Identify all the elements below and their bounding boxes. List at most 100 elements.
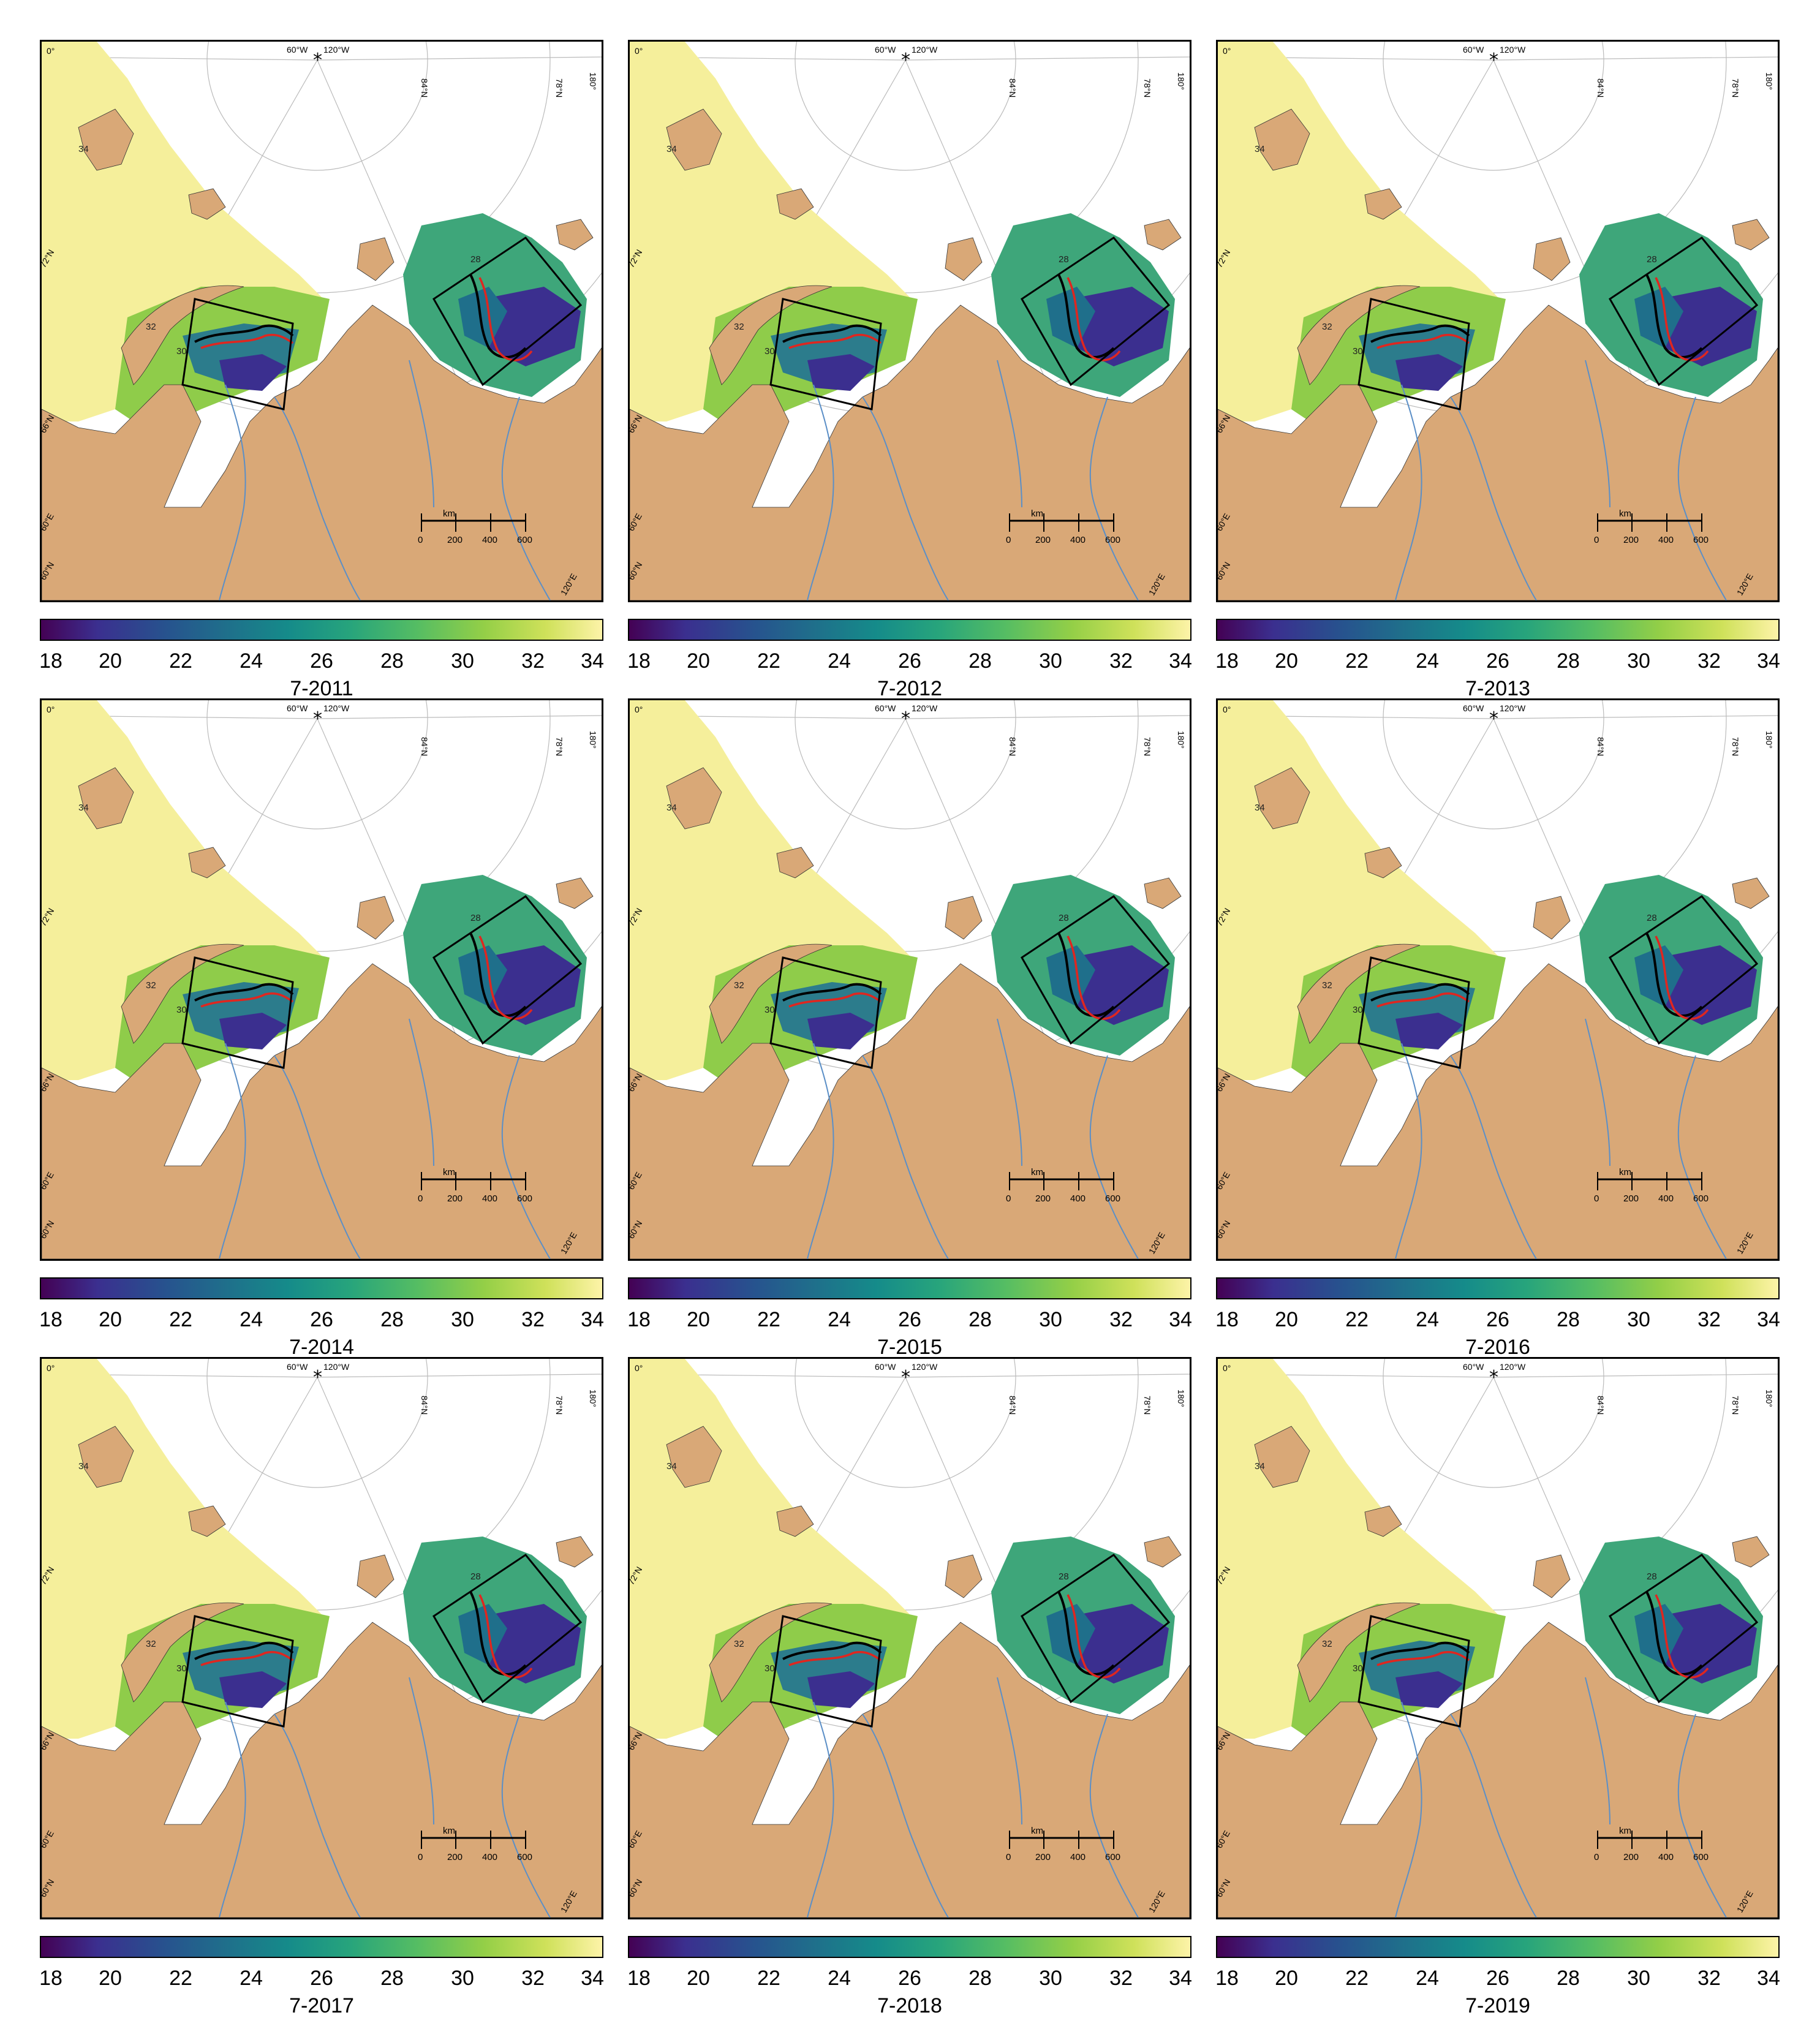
scale-bar: km 0 200 400 600 <box>418 1167 532 1204</box>
lon-label: 180° <box>588 72 598 90</box>
contour-label: 32 <box>1322 1639 1332 1649</box>
scale-bar: km 0 200 400 600 <box>1006 1826 1120 1862</box>
severnaya-zemlya <box>945 237 983 281</box>
map-panel: 34 32 30 28 * 60°W 120°W 84°N 78°N 180° … <box>1215 698 1780 1360</box>
colorbar-tick-label: 34 <box>581 1967 604 1990</box>
colorbar <box>628 1277 1191 1299</box>
scale-tick: 400 <box>1070 535 1086 545</box>
svalbard <box>78 108 134 171</box>
contour-label: 28 <box>1059 1571 1069 1582</box>
contour-label: 32 <box>734 1639 744 1649</box>
lon-label: 180° <box>1764 1389 1774 1407</box>
colorbar-tick-label: 18 <box>627 649 651 673</box>
scale-tick: 600 <box>1105 535 1120 545</box>
contour-label: 34 <box>666 1461 677 1472</box>
scale-tick: 200 <box>1623 1852 1639 1862</box>
lat-label: 78°N <box>1142 737 1152 756</box>
colorbar-tick-label: 28 <box>380 649 404 673</box>
colorbar-tick-label: 30 <box>1039 649 1062 673</box>
novaya-zemlya <box>1297 1602 1421 1703</box>
map-panel: 34 32 30 28 * 60°W 120°W 84°N 78°N 180° … <box>627 40 1192 701</box>
lena-plume <box>1659 287 1757 366</box>
scale-tick: 0 <box>1006 1193 1011 1204</box>
contour-label: 28 <box>1647 913 1657 923</box>
colorbar <box>40 1936 603 1958</box>
isohaline-black-laptev <box>1057 1591 1115 1676</box>
colorbar-tick-label: 26 <box>310 1967 333 1990</box>
colorbar-tick-label: 30 <box>451 649 474 673</box>
north-pole-marker: * <box>1489 1367 1498 1388</box>
colorbar-tick-label: 30 <box>451 1308 474 1331</box>
scale-tick: 400 <box>482 535 497 545</box>
lon-label: 180° <box>588 731 598 749</box>
panel-title: 7-2012 <box>877 677 942 700</box>
scale-tick: 0 <box>1006 535 1011 545</box>
colorbar-tick-label: 28 <box>1557 1308 1580 1331</box>
colorbar-tick-label: 24 <box>828 649 851 673</box>
kara-study-box <box>769 956 882 1069</box>
novaya-zemlya <box>709 943 833 1044</box>
rivers <box>219 1677 551 1918</box>
colorbar-tick-label: 20 <box>1275 1967 1298 1990</box>
scale-tick: 200 <box>1035 535 1051 545</box>
contour-label: 30 <box>1353 1005 1363 1015</box>
north-pole-marker: * <box>313 708 322 730</box>
lat-label: 78°N <box>1142 78 1152 97</box>
contour-label: 32 <box>734 322 744 332</box>
ob-plume <box>807 1671 875 1708</box>
lat-label: 84°N <box>1008 1396 1018 1415</box>
kara-study-box <box>1357 1615 1470 1728</box>
new-siberian-islands <box>1732 1536 1770 1568</box>
colorbar-tick-label: 24 <box>1416 1967 1439 1990</box>
ob-plume <box>807 1013 875 1049</box>
colorbar-ticks: 18 20 22 24 26 28 30 32 34 <box>627 1308 1192 1332</box>
panel-title: 7-2019 <box>1465 1994 1530 2017</box>
colorbar-ticks: 18 20 22 24 26 28 30 32 34 <box>39 1967 604 1991</box>
colorbar-tick-label: 26 <box>898 649 921 673</box>
colorbar-tick-label: 34 <box>581 649 604 673</box>
scale-tick: 200 <box>447 535 463 545</box>
laptev-study-box <box>1609 236 1759 387</box>
colorbar-tick-label: 28 <box>380 1308 404 1331</box>
scale-bar: km 0 200 400 600 <box>418 508 532 545</box>
colorbar <box>628 619 1191 641</box>
scale-tick: 600 <box>517 535 532 545</box>
lat-label: 78°N <box>554 1396 564 1415</box>
colorbar-tick-label: 18 <box>627 1308 651 1331</box>
colorbar-ticks: 18 20 22 24 26 28 30 32 34 <box>1215 1308 1780 1332</box>
meridian-label: 60°W <box>875 45 896 55</box>
salinity-map: 34 32 30 28 * 60°W 120°W 84°N 78°N 180° … <box>40 1357 603 1919</box>
colorbar-tick-label: 22 <box>169 649 192 673</box>
meridian-label: 120°W <box>1500 45 1526 55</box>
colorbar-tick-label: 34 <box>1757 649 1780 673</box>
colorbar-tick-label: 32 <box>521 649 545 673</box>
laptev-mid <box>1634 287 1683 348</box>
contour-label: 30 <box>176 1005 187 1015</box>
franz-josef-land <box>1364 847 1402 879</box>
scale-unit: km <box>443 1167 455 1177</box>
meridian-label: 60°W <box>287 703 308 713</box>
scale-tick: 600 <box>517 1193 532 1204</box>
rivers <box>219 1018 551 1259</box>
colorbar-tick-label: 32 <box>521 1308 545 1331</box>
colorbar-tick-label: 18 <box>1215 649 1239 673</box>
colorbar-tick-label: 30 <box>1627 1308 1650 1331</box>
colorbar-tick-label: 22 <box>1345 1967 1369 1990</box>
map-panel: 34 32 30 28 * 60°W 120°W 84°N 78°N 180° … <box>1215 1357 1780 2019</box>
kara-study-box <box>181 298 294 410</box>
isohaline-black-kara <box>782 324 882 343</box>
laptev-mid <box>1046 287 1095 348</box>
contour-label: 34 <box>1255 1461 1265 1472</box>
meridian-label: 120°W <box>1500 703 1526 713</box>
colorbar <box>1216 1936 1780 1958</box>
eurasia-land <box>630 1622 1190 1918</box>
north-pole-marker: * <box>313 50 322 71</box>
kara-study-box <box>769 298 882 410</box>
colorbar-tick-label: 18 <box>1215 1308 1239 1331</box>
colorbar-tick-label: 20 <box>1275 649 1298 673</box>
colorbar-tick-label: 20 <box>99 1967 122 1990</box>
map-svg: 34 32 30 28 * 60°W 120°W 84°N 78°N 180° … <box>42 42 602 600</box>
map-svg: 34 32 30 28 * 60°W 120°W 84°N 78°N 180° … <box>42 1359 602 1918</box>
svalbard <box>1254 108 1310 171</box>
colorbar-tick-label: 28 <box>1557 649 1580 673</box>
